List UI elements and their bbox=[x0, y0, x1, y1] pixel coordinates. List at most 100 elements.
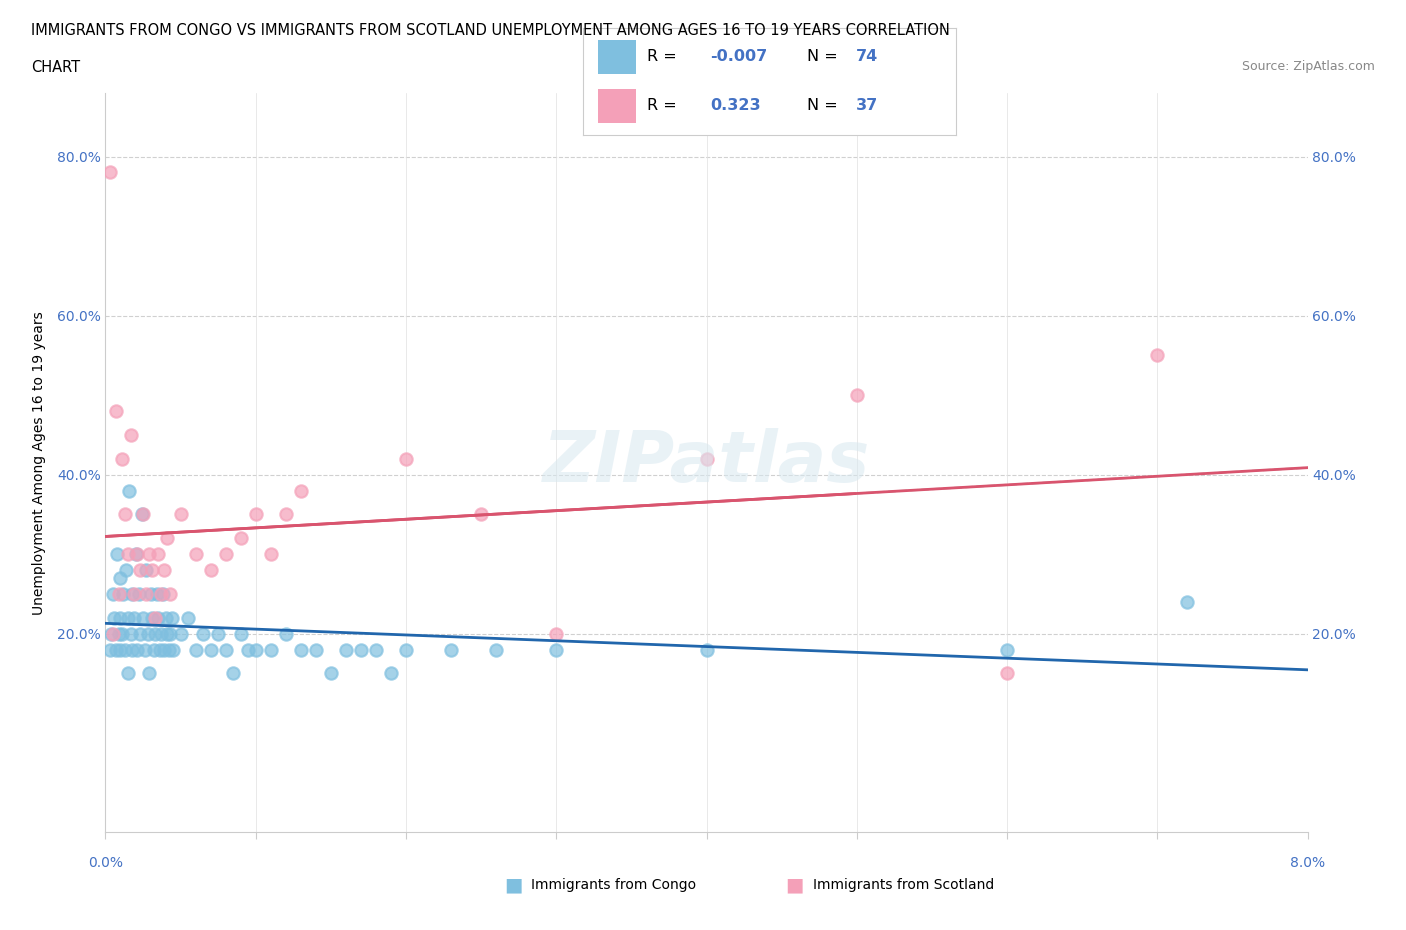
Point bbox=[122, 610, 145, 625]
Point bbox=[142, 642, 165, 657]
Point bbox=[107, 547, 129, 562]
Text: N =: N = bbox=[807, 49, 838, 64]
Point bbox=[110, 642, 132, 657]
Point bbox=[229, 626, 252, 641]
Point bbox=[229, 531, 252, 546]
Text: CHART: CHART bbox=[31, 60, 80, 75]
Point bbox=[121, 587, 143, 602]
Text: ■: ■ bbox=[785, 876, 804, 895]
Point bbox=[160, 610, 183, 625]
Point bbox=[108, 626, 131, 641]
Point bbox=[148, 642, 170, 657]
Text: 37: 37 bbox=[855, 99, 877, 113]
Point bbox=[122, 587, 145, 602]
Point bbox=[319, 666, 342, 681]
Point bbox=[238, 642, 260, 657]
Point bbox=[159, 587, 181, 602]
Point bbox=[245, 507, 267, 522]
Point bbox=[114, 642, 136, 657]
Point bbox=[995, 642, 1018, 657]
Point bbox=[305, 642, 328, 657]
Point bbox=[335, 642, 357, 657]
Point bbox=[152, 587, 174, 602]
Point bbox=[135, 587, 157, 602]
Point bbox=[139, 587, 162, 602]
Text: Source: ZipAtlas.com: Source: ZipAtlas.com bbox=[1241, 60, 1375, 73]
FancyBboxPatch shape bbox=[599, 40, 636, 73]
Point bbox=[290, 483, 312, 498]
Point bbox=[162, 642, 184, 657]
Point bbox=[290, 642, 312, 657]
Point bbox=[98, 165, 121, 179]
Point bbox=[125, 547, 148, 562]
Point bbox=[120, 428, 142, 443]
Point bbox=[191, 626, 214, 641]
Point bbox=[129, 626, 152, 641]
Point bbox=[132, 507, 155, 522]
Point bbox=[112, 587, 135, 602]
Point bbox=[222, 666, 245, 681]
Y-axis label: Unemployment Among Ages 16 to 19 years: Unemployment Among Ages 16 to 19 years bbox=[31, 311, 45, 615]
Text: Immigrants from Congo: Immigrants from Congo bbox=[531, 878, 696, 893]
Text: Immigrants from Scotland: Immigrants from Scotland bbox=[813, 878, 994, 893]
Text: 8.0%: 8.0% bbox=[1291, 856, 1324, 870]
Point bbox=[134, 642, 156, 657]
Point bbox=[350, 642, 373, 657]
Point bbox=[129, 563, 152, 578]
Point bbox=[169, 626, 191, 641]
Point bbox=[117, 547, 139, 562]
Point bbox=[138, 666, 160, 681]
Text: 0.0%: 0.0% bbox=[89, 856, 122, 870]
Text: ■: ■ bbox=[503, 876, 523, 895]
Point bbox=[845, 388, 868, 403]
Point bbox=[150, 626, 173, 641]
Point bbox=[141, 563, 163, 578]
Point bbox=[153, 563, 176, 578]
Point bbox=[143, 610, 166, 625]
Point bbox=[184, 547, 207, 562]
Point bbox=[364, 642, 387, 657]
Point bbox=[153, 642, 176, 657]
Point bbox=[214, 547, 236, 562]
Point bbox=[146, 547, 169, 562]
Point bbox=[120, 626, 142, 641]
Point bbox=[110, 610, 132, 625]
Point bbox=[546, 626, 568, 641]
Point bbox=[124, 547, 146, 562]
Point bbox=[1175, 594, 1198, 609]
Point bbox=[128, 587, 150, 602]
Text: IMMIGRANTS FROM CONGO VS IMMIGRANTS FROM SCOTLAND UNEMPLOYMENT AMONG AGES 16 TO : IMMIGRANTS FROM CONGO VS IMMIGRANTS FROM… bbox=[31, 23, 950, 38]
Point bbox=[150, 587, 173, 602]
Point bbox=[274, 626, 297, 641]
Point bbox=[138, 547, 160, 562]
Point bbox=[159, 626, 181, 641]
Point bbox=[696, 451, 718, 466]
Point bbox=[131, 507, 153, 522]
Point bbox=[470, 507, 492, 522]
Text: 74: 74 bbox=[855, 49, 877, 64]
Point bbox=[132, 610, 155, 625]
Point bbox=[125, 642, 148, 657]
Point bbox=[108, 587, 131, 602]
Point bbox=[135, 563, 157, 578]
Point bbox=[101, 587, 124, 602]
Point bbox=[141, 610, 163, 625]
Point bbox=[143, 626, 166, 641]
Point bbox=[169, 507, 191, 522]
Point bbox=[111, 626, 134, 641]
Point bbox=[260, 642, 283, 657]
Point bbox=[696, 642, 718, 657]
Point bbox=[114, 507, 136, 522]
Text: ZIPatlas: ZIPatlas bbox=[543, 428, 870, 498]
Point bbox=[485, 642, 508, 657]
Point bbox=[274, 507, 297, 522]
Point bbox=[207, 626, 229, 641]
Text: R =: R = bbox=[647, 49, 676, 64]
Point bbox=[440, 642, 463, 657]
Point bbox=[200, 563, 222, 578]
Point bbox=[157, 642, 180, 657]
Point bbox=[115, 563, 138, 578]
Point bbox=[380, 666, 402, 681]
Point bbox=[146, 610, 169, 625]
Point bbox=[110, 570, 132, 585]
